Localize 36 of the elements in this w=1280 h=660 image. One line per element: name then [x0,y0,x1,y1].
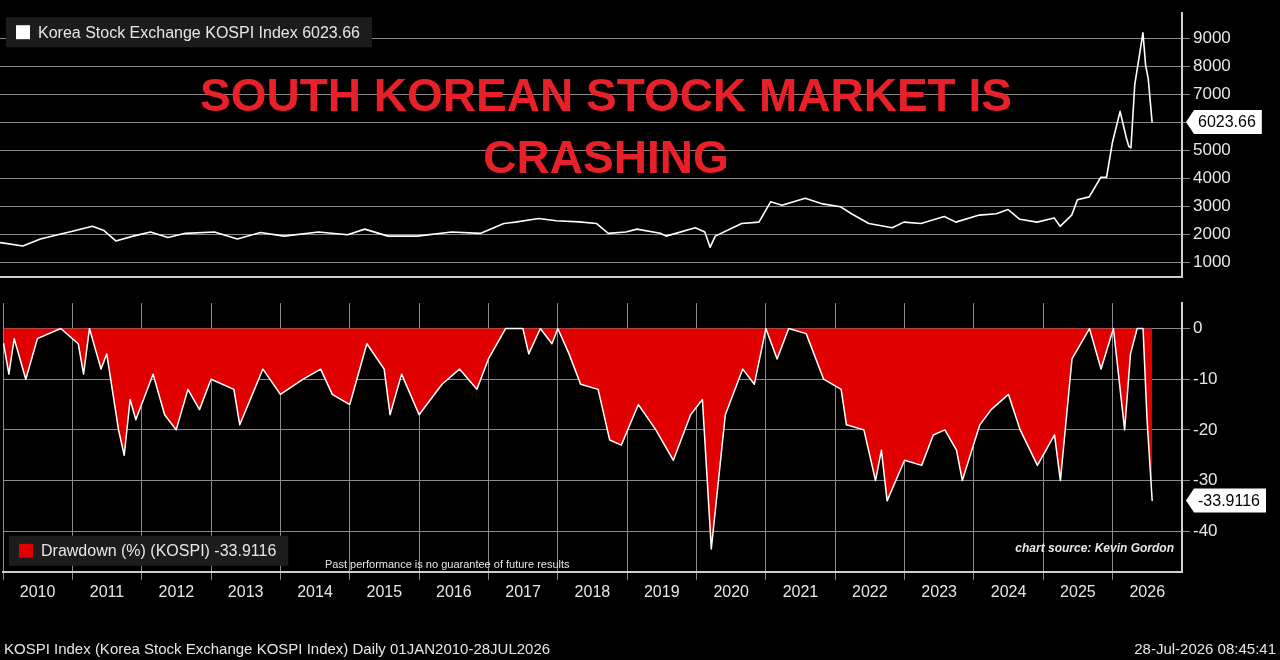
legend-label: Drawdown (%) (KOSPI) -33.9116 [41,542,277,560]
y-tick-label: 2000 [1193,224,1231,244]
y-tick-label: 0 [1193,318,1203,338]
legend-label: Korea Stock Exchange KOSPI Index 6023.66 [38,23,361,41]
text: 28-Jul-2026 08:45:41 [1134,640,1276,657]
y-tick-label: -40 [1193,520,1218,540]
x-tick-label: 2025 [1060,582,1096,600]
x-tick-label: 2024 [990,582,1027,600]
x-tick-label: 2026 [1129,582,1166,600]
x-tick-label: 2021 [782,582,819,600]
y-tick-label: 7000 [1193,84,1231,104]
y-tick-label: 9000 [1193,28,1231,48]
y-tick-label: 5000 [1193,140,1231,160]
y-tick-label: -10 [1193,368,1218,388]
annotation: 6023.66 [1198,113,1256,131]
y-tick-label: -30 [1193,470,1218,490]
x-tick-label: 2017 [505,582,541,600]
x-tick-label: 2019 [643,582,680,600]
annotation: -33.9116 [1198,491,1261,509]
x-tick-label: 2014 [297,582,333,600]
y-tick-label: 8000 [1193,56,1231,76]
x-tick-label: 2023 [921,582,958,600]
x-tick-label: 2015 [366,582,403,600]
y-tick-label: 4000 [1193,168,1231,188]
x-tick-label: 2022 [852,582,888,600]
x-tick-label: 2018 [574,582,611,600]
y-tick-label: 3000 [1193,196,1231,216]
x-tick-label: 2013 [227,582,264,600]
x-tick-label: 2016 [436,582,472,600]
y-tick-label: -20 [1193,419,1218,439]
x-tick-label: 2012 [158,582,195,600]
text: KOSPI Index (Korea Stock Exchange KOSPI Index) Daily 01JAN2010-28JUL2026 [4,640,551,657]
x-tick-label: 2010 [19,582,56,600]
y-tick-label: 1000 [1193,252,1231,272]
x-tick-label: 2020 [713,582,750,600]
x-tick-label: 2011 [89,582,125,600]
